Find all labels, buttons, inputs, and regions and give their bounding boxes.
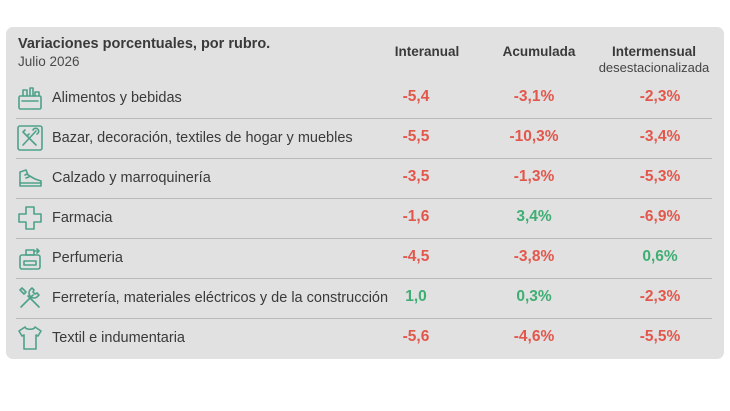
cell-value: -1,3% <box>513 168 555 185</box>
cell-value: -3,1% <box>513 88 555 105</box>
column-header-label: Acumulada <box>502 44 576 59</box>
table-row: Bazar, decoración, textiles de hogar y m… <box>6 119 724 159</box>
row-label: Bazar, decoración, textiles de hogar y m… <box>52 130 353 146</box>
cell-value: -2,3% <box>639 88 681 105</box>
cell-value: 0,3% <box>516 288 552 305</box>
column-header-intermensual: Intermensual desestacionalizada <box>584 44 724 76</box>
cell-value: -5,4 <box>402 88 430 105</box>
cross-icon <box>18 206 42 230</box>
table-row: Farmacia -1,6 3,4% -6,9% <box>6 199 724 239</box>
row-divider <box>16 278 712 279</box>
cell-value: -5,3% <box>639 168 681 185</box>
row-label: Ferretería, materiales eléctricos y de l… <box>52 290 389 306</box>
row-label: Perfumeria <box>52 250 123 266</box>
cell-value: -4,6% <box>513 328 555 345</box>
cell-value: 3,4% <box>516 208 552 225</box>
cell-value: -6,9% <box>639 208 681 225</box>
cell-value: -5,5 <box>402 128 430 145</box>
cell-value: -4,5 <box>402 248 430 265</box>
table-subtitle: Julio 2026 <box>18 54 80 69</box>
row-label: Calzado y marroquinería <box>52 170 211 186</box>
table-row: Alimentos y bebidas -5,4 -3,1% -2,3% <box>6 79 724 119</box>
row-divider <box>16 118 712 119</box>
row-divider <box>16 158 712 159</box>
perfume-icon <box>19 248 41 270</box>
cell-value: -3,4% <box>639 128 681 145</box>
row-divider <box>16 318 712 319</box>
tools-icon <box>19 287 40 308</box>
cell-value: 1,0 <box>405 288 427 305</box>
cell-value: 0,6% <box>642 248 678 265</box>
shoe-icon <box>19 169 42 187</box>
shirt-icon <box>18 326 42 350</box>
row-label: Textil e indumentaria <box>52 330 185 346</box>
table-row: Calzado y marroquinería -3,5 -1,3% -5,3% <box>6 159 724 199</box>
table-row: Textil e indumentaria -5,6 -4,6% -5,5% <box>6 319 724 359</box>
row-label: Alimentos y bebidas <box>52 90 182 106</box>
column-header-acumulada: Acumulada <box>484 44 594 59</box>
cell-value: -10,3% <box>509 128 559 145</box>
table-row: Ferretería, materiales eléctricos y de l… <box>6 279 724 319</box>
cell-value: -1,6 <box>402 208 430 225</box>
table-title: Variaciones porcentuales, por rubro. <box>18 36 271 52</box>
column-header-sublabel: desestacionalizada <box>598 60 710 75</box>
row-label: Farmacia <box>52 210 113 226</box>
grocery-icon <box>18 87 42 110</box>
cell-value: -5,5% <box>639 328 681 345</box>
table-card: Variaciones porcentuales, por rubro. Jul… <box>6 27 724 359</box>
utensils-icon <box>17 125 43 151</box>
column-header-label: Intermensual <box>611 44 697 59</box>
row-divider <box>16 198 712 199</box>
cell-value: -5,6 <box>402 328 430 345</box>
column-header-label: Interanual <box>394 44 460 59</box>
cell-value: -3,5 <box>402 168 430 185</box>
table-row: Perfumeria -4,5 -3,8% 0,6% <box>6 239 724 279</box>
cell-value: -3,8% <box>513 248 555 265</box>
column-header-interanual: Interanual <box>372 44 482 59</box>
cell-value: -2,3% <box>639 288 681 305</box>
row-divider <box>16 238 712 239</box>
